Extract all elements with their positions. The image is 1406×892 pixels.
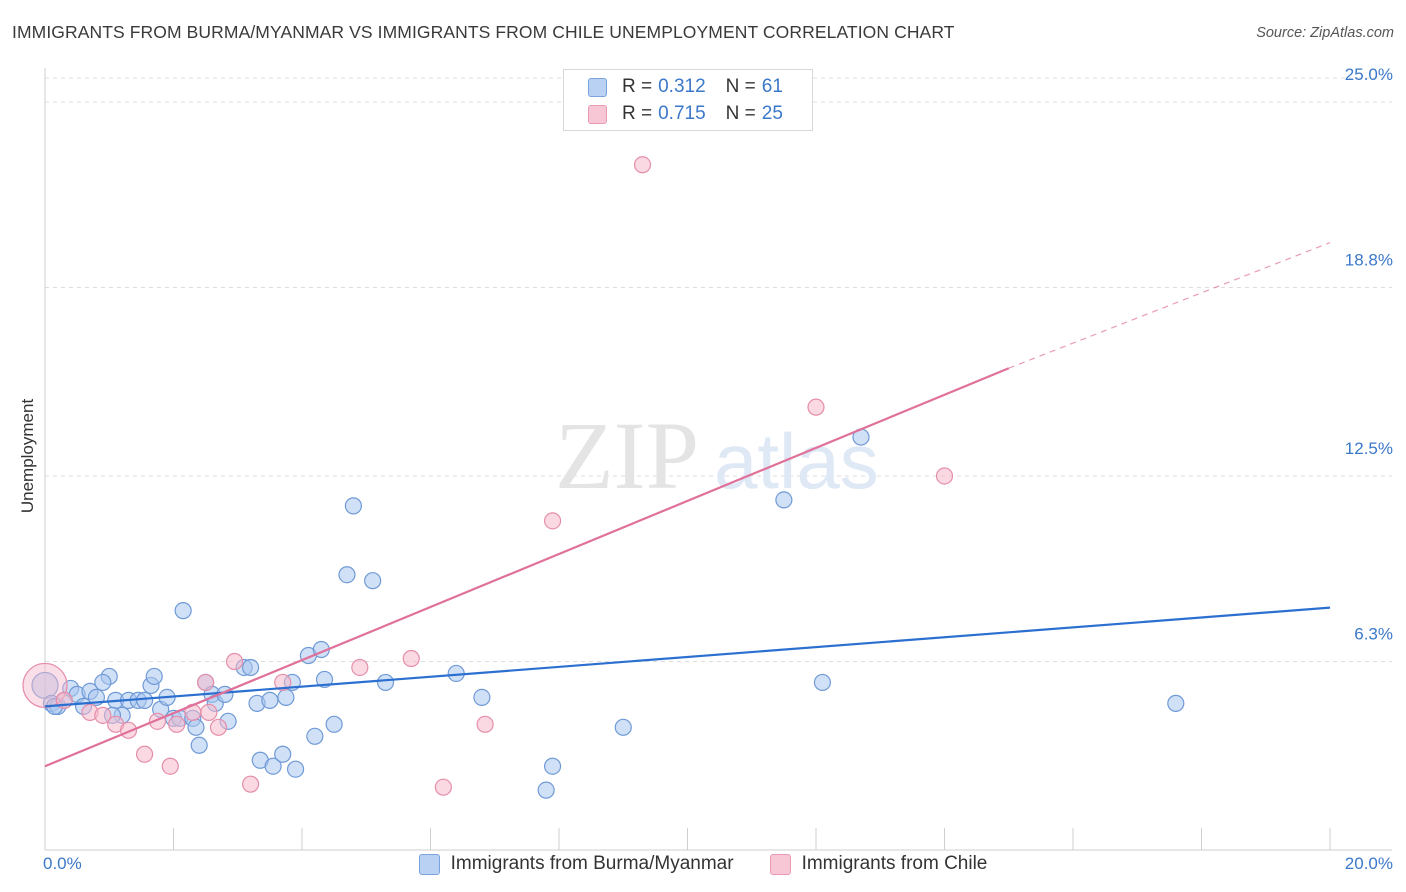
data-point-chile xyxy=(476,715,494,733)
data-point-burma xyxy=(306,727,324,745)
trend-line-burma xyxy=(44,606,1331,708)
data-point-chile xyxy=(807,398,825,416)
data-point-chile xyxy=(274,673,292,692)
n-value-chile: 25 xyxy=(761,103,783,124)
data-point-burma xyxy=(261,691,279,709)
x-tick-label: 0.0% xyxy=(43,854,82,873)
data-point-chile xyxy=(225,652,244,671)
r-label: R = xyxy=(622,103,653,124)
data-point-chile xyxy=(543,512,562,530)
legend-row-burma: R = 0.312 N = 61 xyxy=(588,74,783,100)
data-point-chile xyxy=(94,706,112,724)
series-legend: Immigrants from Burma/Myanmar Immigrants… xyxy=(0,851,1406,877)
data-point-chile xyxy=(351,658,369,677)
data-point-burma xyxy=(775,491,793,509)
data-point-burma xyxy=(543,757,562,775)
data-point-burma xyxy=(344,497,362,515)
data-point-chile xyxy=(209,718,228,736)
legend-item-chile[interactable]: Immigrants from Chile xyxy=(769,853,988,875)
legend-swatch-chile xyxy=(769,853,791,875)
data-point-burma xyxy=(473,688,491,706)
data-point-burma xyxy=(277,688,295,706)
correlation-legend: R = 0.312 N = 61 R = 0.715 N = 25 xyxy=(563,69,813,131)
y-tick-label: 6.3% xyxy=(1354,624,1393,643)
grid-lines xyxy=(45,77,1392,662)
n-value-burma: 61 xyxy=(761,76,783,97)
y-tick-label: 25.0% xyxy=(1345,65,1393,84)
data-point-burma xyxy=(145,667,163,686)
data-point-burma xyxy=(187,718,205,736)
legend-item-burma[interactable]: Immigrants from Burma/Myanmar xyxy=(418,853,734,875)
data-point-chile xyxy=(242,775,260,793)
data-point-burma xyxy=(135,691,154,709)
data-point-chile xyxy=(633,156,652,174)
data-point-burma xyxy=(614,718,632,736)
data-point-chile xyxy=(197,673,215,692)
r-label: R = xyxy=(622,76,653,97)
legend-label-burma: Immigrants from Burma/Myanmar xyxy=(450,853,734,874)
data-point-burma xyxy=(1167,694,1185,712)
legend-swatch-chile xyxy=(588,104,607,124)
data-point-burma xyxy=(274,745,292,763)
trend-line-chile xyxy=(44,367,1010,768)
source-label: Source: ZipAtlas.com xyxy=(1256,25,1394,41)
y-tick-label: 18.8% xyxy=(1345,250,1393,269)
trend-lines xyxy=(44,242,1331,768)
data-point-burma xyxy=(94,673,112,692)
r-value-chile: 0.715 xyxy=(658,103,706,124)
legend-swatch-burma xyxy=(588,77,607,97)
n-label: N = xyxy=(725,76,756,97)
data-point-burma xyxy=(325,715,343,733)
tick-labels: 6.3% 12.5% 18.8% 25.0% 0.0% 20.0% xyxy=(43,65,1393,873)
axes xyxy=(44,68,1392,851)
legend-label-chile: Immigrants from Chile xyxy=(801,853,988,874)
chart-title: IMMIGRANTS FROM BURMA/MYANMAR VS IMMIGRA… xyxy=(12,22,955,42)
data-point-chile xyxy=(434,778,452,796)
y-tick-label: 12.5% xyxy=(1345,439,1393,458)
data-point-burma xyxy=(286,760,305,778)
data-point-burma xyxy=(315,670,334,689)
watermark: ZIP atlas xyxy=(555,402,879,509)
data-point-chile xyxy=(935,467,954,485)
data-point-burma xyxy=(264,757,282,775)
y-axis-label: Unemployment xyxy=(18,399,37,514)
r-value-burma: 0.312 xyxy=(658,76,706,97)
watermark-zip: ZIP xyxy=(555,402,699,509)
data-point-burma xyxy=(242,658,260,677)
trend-line-chile-extension xyxy=(1008,242,1331,369)
data-point-burma xyxy=(537,781,555,799)
n-label: N = xyxy=(725,103,756,124)
data-point-burma xyxy=(376,673,395,692)
legend-swatch-burma xyxy=(418,853,440,875)
data-point-chile xyxy=(22,662,68,709)
watermark-atlas: atlas xyxy=(714,417,879,505)
data-point-burma xyxy=(174,602,192,620)
data-point-chile xyxy=(200,703,218,721)
data-point-burma xyxy=(190,736,208,754)
data-point-chile xyxy=(402,649,420,668)
data-point-chile xyxy=(135,745,154,763)
data-point-burma xyxy=(813,673,832,692)
data-point-burma xyxy=(338,566,356,584)
data-point-chile xyxy=(161,757,179,775)
data-point-chile xyxy=(168,715,186,733)
legend-row-chile: R = 0.715 N = 25 xyxy=(588,101,783,127)
x-tick-label: 20.0% xyxy=(1345,854,1393,873)
data-point-burma xyxy=(364,572,382,590)
